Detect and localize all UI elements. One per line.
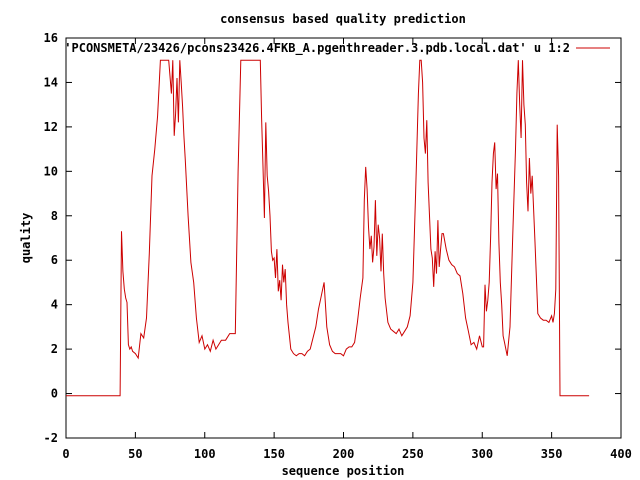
y-tick-label: 8 xyxy=(51,209,58,223)
plot-frame xyxy=(65,37,622,439)
x-tick-label: 300 xyxy=(471,447,493,461)
y-tick-label: 16 xyxy=(44,31,58,45)
y-tick-label: 10 xyxy=(44,164,58,178)
x-axis-label: sequence position xyxy=(282,464,405,478)
y-tick-label: 12 xyxy=(44,120,58,134)
chart-title: consensus based quality prediction xyxy=(220,12,466,26)
y-axis-label: quality xyxy=(19,213,33,264)
x-tick-label: 50 xyxy=(128,447,142,461)
series-layer xyxy=(66,59,590,397)
y-tick-label: -2 xyxy=(44,431,58,445)
x-tick-label: 150 xyxy=(263,447,285,461)
y-tick-label: 2 xyxy=(51,342,58,356)
axis-ticks: 0 50 100 150 200 250 300 350 400 -2 0 2 4 6 8 10 12 14 16 xyxy=(44,31,632,461)
x-tick-label: 0 xyxy=(62,447,69,461)
x-tick-label: 200 xyxy=(333,447,355,461)
legend-label: 'PCONSMETA/23426/pcons23426.4FKB_A.pgent… xyxy=(64,41,570,56)
y-tick-label: 0 xyxy=(51,387,58,401)
y-tick-label: 6 xyxy=(51,253,58,267)
x-tick-label: 100 xyxy=(194,447,216,461)
quality-series-line xyxy=(66,59,590,397)
y-tick-label: 4 xyxy=(51,298,58,312)
y-tick-label: 14 xyxy=(44,75,58,89)
x-tick-label: 350 xyxy=(541,447,563,461)
legend: 'PCONSMETA/23426/pcons23426.4FKB_A.pgent… xyxy=(64,41,610,56)
x-tick-label: 250 xyxy=(402,447,424,461)
x-tick-label: 400 xyxy=(610,447,632,461)
